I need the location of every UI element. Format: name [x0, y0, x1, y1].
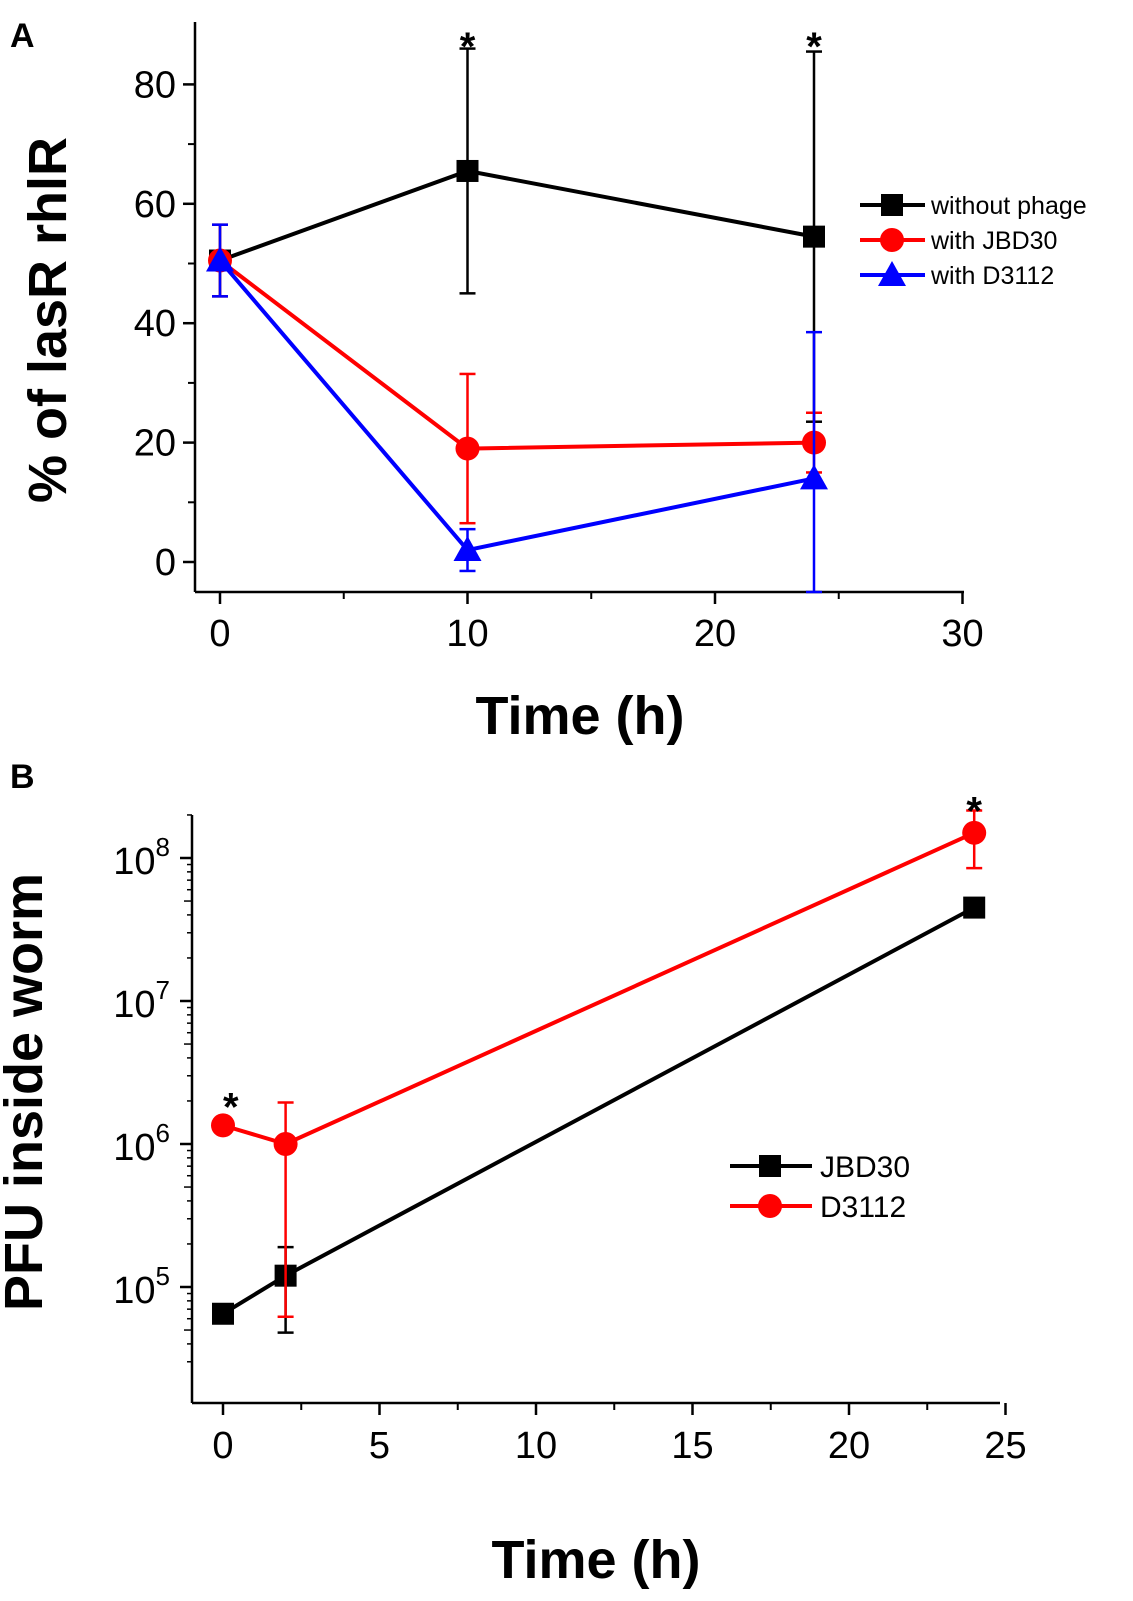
- panel-a-x-tick-label: 10: [446, 613, 488, 655]
- tick-label-exponent: 8: [156, 832, 170, 862]
- panel-b-significance-marker: *: [966, 789, 982, 833]
- panel-b-data-point: [962, 820, 987, 845]
- panel-b-y-tick-label: 105: [113, 1261, 170, 1312]
- panel-b-data-point: [212, 1302, 234, 1325]
- tick-label-base: 10: [113, 1270, 155, 1312]
- panel-a-y-tick-label: 60: [134, 184, 176, 226]
- panel-a-x-axis-title: Time (h): [475, 686, 684, 746]
- panel-b-legend-marker: [758, 1194, 782, 1218]
- panel-a-data-point: [453, 536, 482, 562]
- panel-a-data-point: [800, 464, 828, 490]
- panel-a-x-tick-label: 0: [209, 613, 230, 655]
- panel-b-x-tick-label: 5: [369, 1425, 390, 1467]
- panel-a-y-tick-label: 20: [134, 423, 176, 465]
- panel-b-series-1: [211, 809, 987, 1318]
- panel-a-y-tick-label: 0: [155, 542, 176, 584]
- panel-a-legend-marker: [881, 194, 903, 216]
- panel-a-y-tick-label: 80: [134, 64, 176, 106]
- tick-label-base: 10: [113, 1127, 155, 1169]
- panel-a-legend-label: with D3112: [930, 262, 1054, 290]
- panel-a-significance-marker: *: [460, 25, 476, 69]
- panel-a-y-axis-title: % of lasR rhlR: [18, 137, 78, 503]
- panel-b-legend-label: JBD30: [820, 1151, 910, 1184]
- panel-b-legend-label: D3112: [820, 1191, 906, 1224]
- panel-b-y-tick-label: 106: [113, 1118, 170, 1169]
- panel-b-y-tick-label: 108: [113, 832, 170, 883]
- panel-a-legend-label: without phage: [930, 192, 1087, 220]
- panel-a-legend: without phage with JBD30 with D3112: [860, 192, 1087, 290]
- panel-a-y-tick-label: 40: [134, 303, 176, 345]
- panel-a-legend-marker: [878, 261, 906, 286]
- panel-b-x-axis-title: Time (h): [491, 1530, 700, 1590]
- panel-a-significance-marker: *: [806, 25, 822, 69]
- tick-label-base: 10: [113, 984, 155, 1026]
- tick-label-exponent: 7: [156, 975, 170, 1005]
- panel-b-legend: JBD30 D3112: [730, 1151, 910, 1224]
- panel-a-data-point: [456, 159, 479, 182]
- panel-b-data-point: [963, 896, 986, 919]
- panel-b-x-tick-label: 20: [828, 1425, 870, 1467]
- panel-b-x-tick-label: 15: [671, 1425, 713, 1467]
- panel-b-label: B: [10, 758, 35, 796]
- panel-a-legend-label: with JBD30: [930, 227, 1057, 255]
- panel-b-y-tick-label: 107: [113, 975, 170, 1026]
- tick-label-exponent: 5: [156, 1261, 170, 1291]
- panel-a-series-line: [218, 258, 815, 451]
- panel-b-x-tick-label: 0: [212, 1425, 233, 1467]
- panel-b-x-tick-label: 25: [984, 1425, 1026, 1467]
- panel-a-data-point: [455, 436, 480, 461]
- panel-b-y-axis-title: PFU inside worm: [0, 873, 54, 1311]
- panel-a-series-line: [219, 168, 815, 263]
- tick-label-base: 10: [113, 841, 155, 883]
- panel-a-series-2: [206, 223, 828, 594]
- panel-b-x-tick-label: 10: [515, 1425, 557, 1467]
- panel-a-label: A: [10, 17, 35, 55]
- panel-b-series-0: [212, 896, 986, 1334]
- panel-a-data-point: [206, 246, 234, 272]
- panel-b-data-point: [273, 1132, 298, 1156]
- panel-a-series-1: [208, 223, 826, 525]
- panel-b-series-line: [222, 830, 976, 1147]
- panel-a-series-0: [209, 47, 825, 423]
- panel-a-series-line: [218, 259, 815, 553]
- panel-a-x-tick-label: 30: [941, 613, 983, 655]
- panel-a: A 0 10 20 30 0 20 40 60 80 Time (h) % of lasR rhlR *…: [10, 17, 1087, 746]
- panel-b-data-point: [211, 1113, 235, 1138]
- panel-b-legend-marker: [759, 1155, 781, 1177]
- panel-a-data-point: [803, 225, 825, 248]
- panel-b-series-line: [221, 905, 976, 1316]
- panel-b-significance-marker: *: [223, 1085, 239, 1129]
- panel-a-x-tick-label: 20: [694, 613, 736, 655]
- panel-a-legend-marker: [880, 228, 904, 252]
- tick-label-exponent: 6: [156, 1118, 170, 1148]
